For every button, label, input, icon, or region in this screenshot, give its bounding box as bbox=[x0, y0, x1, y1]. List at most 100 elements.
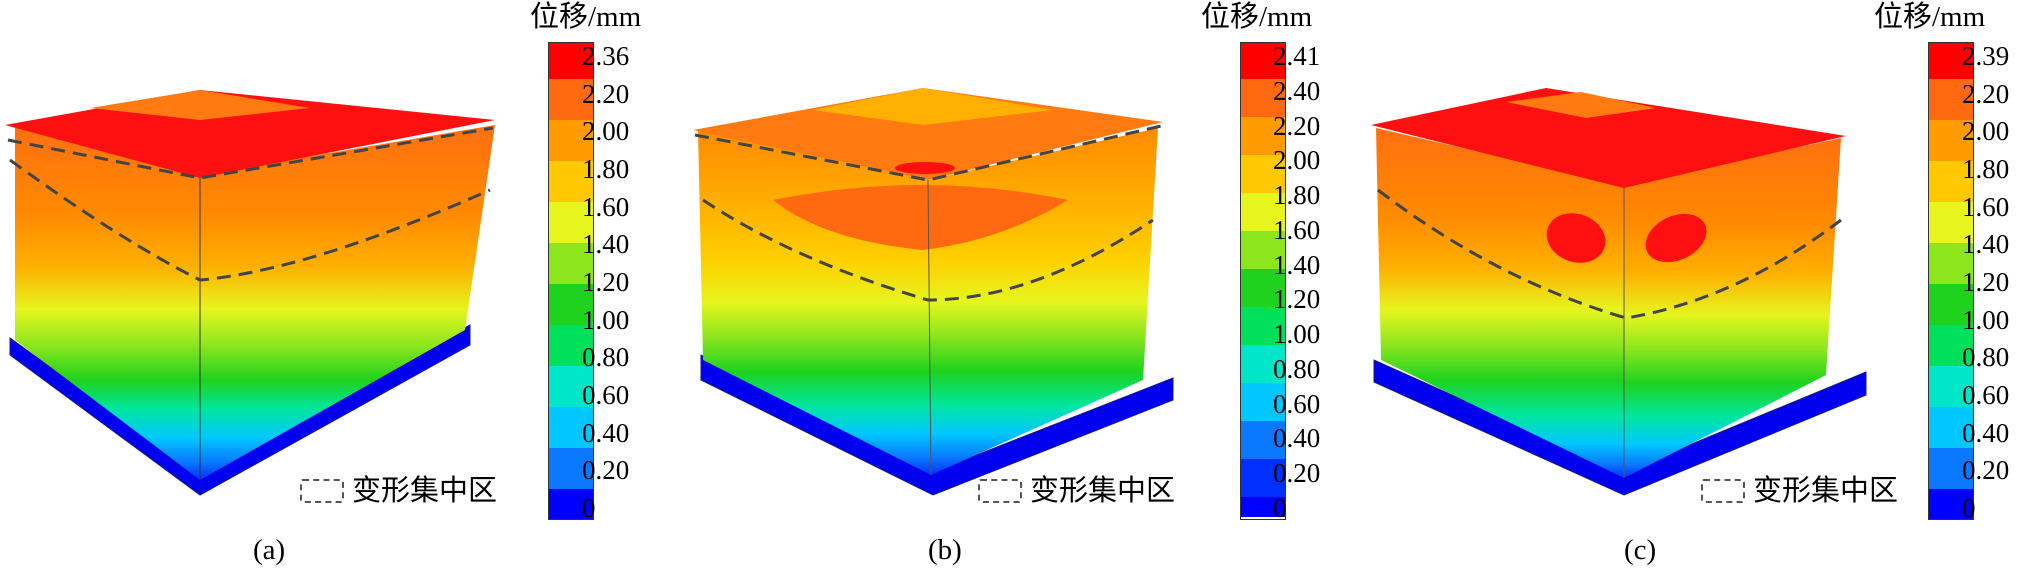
colorbar-segment bbox=[1929, 489, 1973, 519]
panel-caption: (c) bbox=[1624, 534, 1657, 566]
colorbar-tick-label: 1.80 bbox=[1962, 154, 2010, 184]
colorbar-tick-label: 1.40 bbox=[582, 229, 630, 260]
colorbar-tick-label: 1.60 bbox=[1273, 214, 1321, 245]
colorbar-segment bbox=[1241, 383, 1285, 421]
colorbar-tick-label: 2.39 bbox=[1962, 41, 2010, 71]
colorbar-tick-label: 2.40 bbox=[1273, 75, 1321, 106]
colorbar-tick-label: 1.40 bbox=[1962, 229, 2010, 260]
colorbar-segment bbox=[1241, 497, 1285, 517]
colorbar-tick-label: 2.36 bbox=[582, 41, 630, 71]
colorbar-tick-label: 1.00 bbox=[1962, 304, 2010, 335]
colorbar-tick-label: 0 bbox=[1962, 493, 1976, 523]
colorbar-tick-label: 0.60 bbox=[582, 380, 630, 410]
colorbar-segment bbox=[1929, 43, 1973, 79]
colorbar-title: 位移/mm bbox=[1201, 1, 1313, 33]
colorbar-segment bbox=[1241, 269, 1285, 307]
colorbar-tick-label: 2.41 bbox=[1273, 41, 1321, 71]
colorbar-tick-label: 0 bbox=[582, 493, 596, 523]
colorbar bbox=[548, 42, 594, 520]
colorbar-segment bbox=[1929, 202, 1973, 243]
dashed-box-icon bbox=[978, 479, 1022, 503]
colorbar-tick-label: 0.40 bbox=[582, 417, 630, 448]
colorbar-segment bbox=[1241, 43, 1285, 79]
colorbar-tick-label: 1.40 bbox=[1273, 249, 1321, 280]
colorbar-segment bbox=[549, 243, 593, 284]
colorbar-tick-label: 0.60 bbox=[1273, 388, 1321, 419]
colorbar-tick-label: 1.80 bbox=[1273, 180, 1321, 211]
colorbar-tick-label: 0.40 bbox=[1962, 417, 2010, 448]
colorbar-tick-label: 0.20 bbox=[1962, 455, 2010, 486]
panel-caption: (a) bbox=[253, 534, 286, 566]
colorbar-tick-label: 2.00 bbox=[582, 116, 630, 147]
colorbar-segment bbox=[549, 202, 593, 243]
colorbar-segment bbox=[1241, 193, 1285, 231]
displacement-model-a bbox=[5, 90, 495, 496]
colorbar bbox=[1928, 42, 1974, 520]
colorbar-tick-label: 0.40 bbox=[1273, 423, 1321, 454]
colorbar-tick-label: 1.00 bbox=[1273, 319, 1321, 350]
panel-c: 位移/mm 2.39 2.20 2.00 1.80 1.60 1.40 1.20… bbox=[1346, 0, 2019, 581]
colorbar-tick-label: 2.00 bbox=[1273, 145, 1321, 176]
colorbar-segment bbox=[1241, 421, 1285, 459]
colorbar-segment bbox=[1929, 243, 1973, 284]
colorbar-tick-label: 2.20 bbox=[1962, 78, 2010, 109]
dashed-box-icon bbox=[300, 479, 344, 503]
legend: 变形集中区 bbox=[1701, 476, 1898, 506]
colorbar-segment bbox=[549, 448, 593, 489]
colorbar-title: 位移/mm bbox=[530, 1, 642, 33]
legend-label: 变形集中区 bbox=[1030, 475, 1176, 507]
colorbar-segment bbox=[1241, 345, 1285, 383]
colorbar-segment bbox=[1929, 161, 1973, 202]
colorbar-segment bbox=[549, 489, 593, 519]
colorbar-segment bbox=[1241, 79, 1285, 117]
legend-label: 变形集中区 bbox=[1753, 475, 1899, 507]
colorbar-tick-label: 1.20 bbox=[1273, 284, 1321, 315]
colorbar-segment bbox=[549, 120, 593, 161]
colorbar-tick-label: 2.20 bbox=[1273, 110, 1321, 141]
colorbar-segment bbox=[1929, 284, 1973, 325]
colorbar-segment bbox=[549, 43, 593, 79]
colorbar-segment bbox=[1929, 120, 1973, 161]
colorbar-tick-label: 0.20 bbox=[1273, 458, 1321, 489]
colorbar-segment bbox=[1241, 307, 1285, 345]
legend: 变形集中区 bbox=[978, 476, 1175, 506]
colorbar-segment bbox=[1241, 459, 1285, 497]
colorbar-segment bbox=[1241, 155, 1285, 193]
colorbar-tick-label: 1.00 bbox=[582, 304, 630, 335]
colorbar-segment bbox=[1241, 231, 1285, 269]
colorbar-tick-label: 0.20 bbox=[582, 455, 630, 486]
colorbar-tick-label: 1.80 bbox=[582, 154, 630, 184]
displacement-model-b bbox=[693, 88, 1174, 496]
colorbar-tick-label: 1.60 bbox=[1962, 191, 2010, 222]
colorbar-segment bbox=[549, 407, 593, 448]
colorbar-tick-label: 0.60 bbox=[1962, 380, 2010, 410]
colorbar-segment bbox=[549, 79, 593, 120]
colorbar-title: 位移/mm bbox=[1874, 1, 1986, 33]
colorbar-tick-label: 1.20 bbox=[582, 267, 630, 297]
legend-label: 变形集中区 bbox=[352, 475, 498, 507]
panel-a: 位移/mm 2.36 2.20 2.00 1.80 1.60 1.40 1.20… bbox=[0, 0, 673, 581]
colorbar-tick-label: 0 bbox=[1273, 493, 1287, 523]
colorbar-tick-label: 0.80 bbox=[1273, 353, 1321, 384]
colorbar-segment bbox=[1929, 325, 1973, 366]
colorbar-segment bbox=[1929, 448, 1973, 489]
colorbar-tick-label: 0.80 bbox=[1962, 342, 2010, 373]
colorbar-segment bbox=[549, 325, 593, 366]
colorbar-segment bbox=[1929, 407, 1973, 448]
colorbar bbox=[1240, 42, 1286, 520]
colorbar-tick-label: 1.60 bbox=[582, 191, 630, 222]
colorbar-segment bbox=[1929, 79, 1973, 120]
colorbar-segment bbox=[1241, 117, 1285, 155]
colorbar-tick-label: 2.00 bbox=[1962, 116, 2010, 147]
colorbar-segment bbox=[549, 161, 593, 202]
colorbar-tick-label: 0.80 bbox=[582, 342, 630, 373]
panel-caption: (b) bbox=[928, 534, 962, 566]
colorbar-tick-label: 1.20 bbox=[1962, 267, 2010, 297]
displacement-model-c bbox=[1371, 88, 1867, 496]
colorbar-segment bbox=[1929, 366, 1973, 407]
panel-b: 位移/mm 2.41 2.40 2.20 2.00 1.80 1.60 1.40… bbox=[673, 0, 1346, 581]
colorbar-tick-label: 2.20 bbox=[582, 78, 630, 109]
colorbar-segment bbox=[549, 284, 593, 325]
dashed-box-icon bbox=[1701, 479, 1745, 503]
legend: 变形集中区 bbox=[300, 476, 497, 506]
